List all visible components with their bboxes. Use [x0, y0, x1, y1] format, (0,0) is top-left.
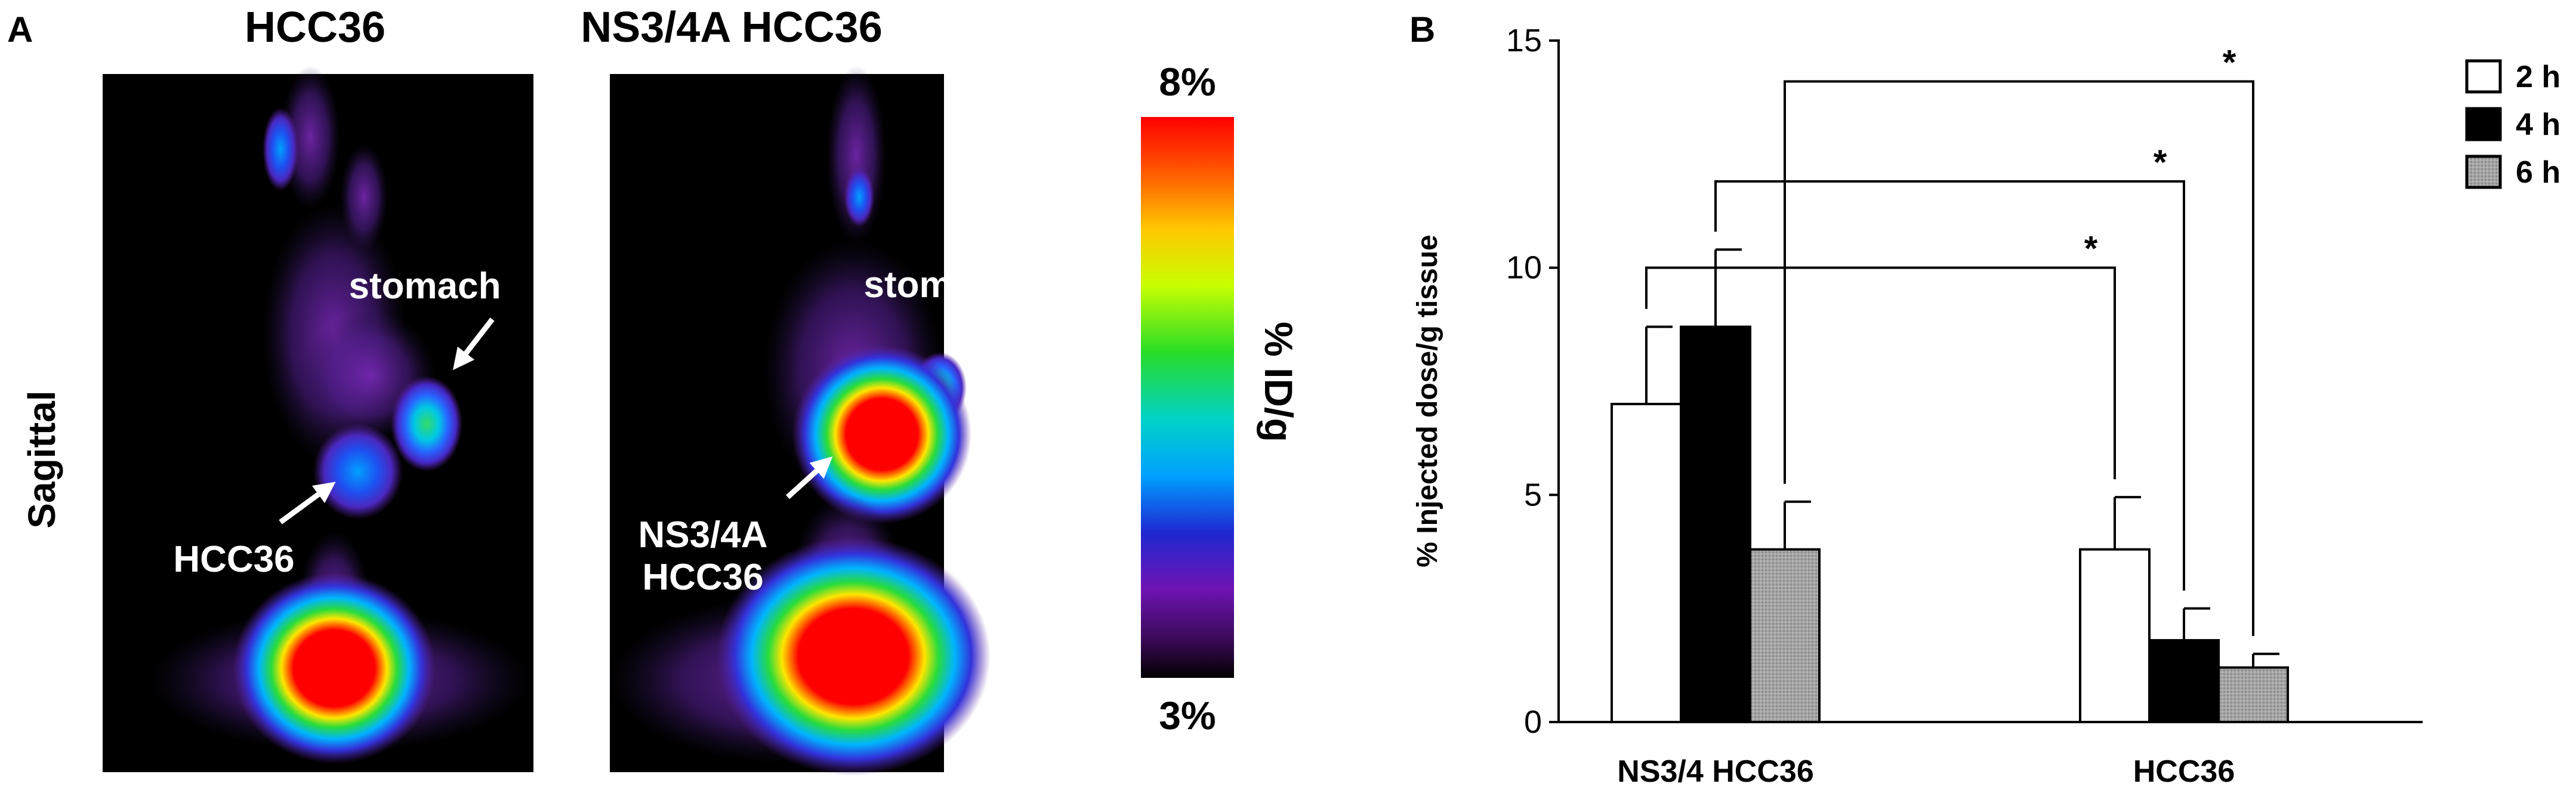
stomach-arrow-2 — [970, 317, 1019, 367]
x-category-label: NS3/4 HCC36 — [1617, 754, 1813, 789]
significance-bracket — [1714, 180, 2185, 591]
color-scale-bar — [1141, 117, 1234, 678]
significance-star: * — [2223, 44, 2236, 82]
legend-swatch — [2465, 59, 2502, 94]
sagittal-label: Sagittal — [20, 390, 63, 528]
legend-label: 4 h — [2516, 107, 2560, 142]
scale-unit-label: % ID/g — [1257, 322, 1301, 442]
significance-star: * — [2084, 230, 2098, 269]
bar-6h-1 — [2217, 666, 2289, 724]
legend-swatch — [2465, 107, 2502, 141]
pet-image-hcc36 — [103, 66, 533, 772]
image-2-title: NS3/4A HCC36 — [581, 4, 883, 51]
y-tick-label: 10 — [1506, 250, 1542, 286]
tumor-label-2a: NS3/4A — [638, 514, 767, 556]
stomach-label-2: stomach — [864, 264, 1016, 306]
tumor-label-1: HCC36 — [173, 539, 294, 580]
y-axis-title: % Injected dose/g tissue — [1412, 235, 1443, 567]
image-1-title: HCC36 — [245, 4, 385, 51]
bar-2h-0 — [1611, 403, 1682, 723]
scale-max-label: 8% — [1159, 60, 1215, 104]
significance-star: * — [2154, 143, 2167, 182]
significance-bracket — [1784, 80, 2254, 636]
significance-bracket — [1645, 266, 2116, 480]
tumor-arrow-1 — [279, 482, 336, 525]
tumor-arrow-2 — [785, 456, 833, 499]
bar-4h-0 — [1680, 325, 1751, 723]
scale-min-label: 3% — [1159, 693, 1215, 738]
pet-image-ns34a-hcc36 — [609, 66, 991, 776]
bar-4h-1 — [2148, 638, 2220, 723]
bar-2h-1 — [2079, 548, 2151, 724]
panel-b-letter: B — [1409, 10, 1435, 50]
panel-a-letter: A — [7, 10, 33, 50]
stomach-arrow-1 — [452, 317, 495, 371]
y-tick-label: 0 — [1524, 704, 1542, 740]
legend-swatch — [2465, 155, 2502, 189]
stomach-label-1: stomach — [349, 266, 501, 307]
legend-label: 6 h — [2516, 155, 2560, 190]
y-tick-label: 15 — [1506, 23, 1542, 58]
legend-label: 2 h — [2516, 60, 2560, 94]
bar-6h-0 — [1749, 548, 1821, 724]
tumor-label-2b: HCC36 — [642, 557, 763, 598]
x-category-label: HCC36 — [2133, 754, 2235, 789]
bar-chart: % Injected dose/g tissue 0 5 10 15 NS3/4 HC… — [1412, 23, 2560, 789]
y-tick-label: 5 — [1524, 477, 1542, 513]
